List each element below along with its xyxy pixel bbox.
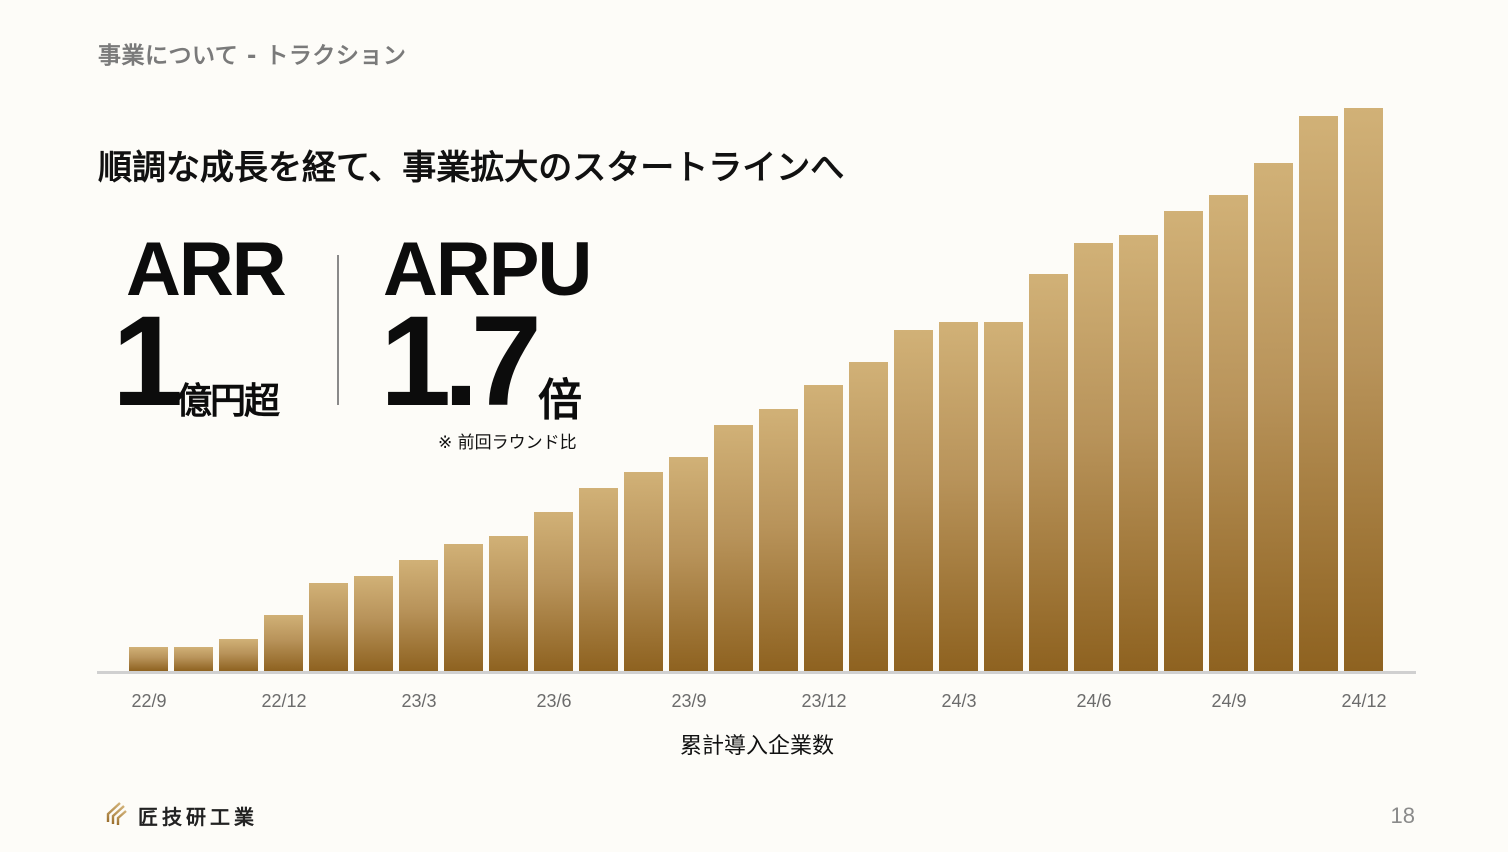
- bar-24-2: [894, 330, 933, 671]
- bar-24-7: [1119, 235, 1158, 671]
- x-tick-label: 23/9: [671, 691, 707, 711]
- bar-23-7: [579, 488, 618, 671]
- bar-22-10: [174, 647, 213, 671]
- kpi-arpu-value: 1.7: [380, 290, 542, 433]
- bar-22-12: [264, 615, 303, 671]
- bar-24-3: [939, 322, 978, 671]
- bar-23-2: [354, 576, 393, 671]
- bar-22-9: [129, 647, 168, 671]
- bar-23-11: [759, 409, 798, 671]
- bar-23-1: [309, 583, 348, 671]
- bar-24-8: [1164, 211, 1203, 671]
- x-axis-line: [97, 671, 1416, 674]
- kpi-divider: [337, 255, 339, 405]
- bar-23-6: [534, 512, 573, 671]
- kpi-arr-value: 1: [112, 290, 183, 433]
- bar-22-11: [219, 639, 258, 671]
- bar-24-11: [1299, 116, 1338, 671]
- bar-24-12: [1344, 108, 1383, 671]
- x-tick-label: 23/12: [801, 691, 847, 711]
- page-number: 18: [1390, 803, 1415, 828]
- x-tick-label: 24/9: [1211, 691, 1247, 711]
- bar-24-4: [984, 322, 1023, 671]
- bar-23-12: [804, 385, 843, 671]
- x-tick-label: 23/6: [536, 691, 572, 711]
- x-tick-label: 22/9: [131, 691, 167, 711]
- footer-logo: 匠技研工業: [106, 800, 258, 830]
- bar-23-10: [714, 425, 753, 671]
- bar-24-1: [849, 362, 888, 671]
- kpi-arpu-label: ARPU: [383, 227, 592, 312]
- bar-23-9: [669, 457, 708, 671]
- x-tick-label: 22/12: [261, 691, 307, 711]
- bar-24-6: [1074, 243, 1113, 671]
- kpi-arr-label: ARR: [126, 227, 287, 312]
- kpi-arpu-note: ※ 前回ラウンド比: [438, 433, 577, 453]
- bar-24-9: [1209, 195, 1248, 671]
- kpi-arpu-unit: 倍: [538, 375, 582, 426]
- kpi-arr-unit: 億円超: [176, 381, 280, 422]
- bar-24-10: [1254, 163, 1293, 671]
- bars-container: [129, 101, 1383, 671]
- bar-23-8: [624, 472, 663, 671]
- bar-23-4: [444, 544, 483, 671]
- x-tick-label: 24/6: [1076, 691, 1112, 711]
- bar-24-5: [1029, 274, 1068, 671]
- x-axis-label: 累計導入企業数: [679, 734, 835, 759]
- x-tick-label: 23/3: [401, 691, 437, 711]
- bar-23-5: [489, 536, 528, 671]
- bar-23-3: [399, 560, 438, 671]
- headline: 順調な成長を経て、事業拡大のスタートラインへ: [98, 148, 845, 188]
- x-tick-label: 24/12: [1341, 691, 1387, 711]
- stripes-logo-icon: [106, 800, 128, 830]
- brand-name: 匠技研工業: [138, 804, 258, 829]
- x-tick-label: 24/3: [941, 691, 977, 711]
- section-label: 事業について - トラクション: [98, 43, 407, 69]
